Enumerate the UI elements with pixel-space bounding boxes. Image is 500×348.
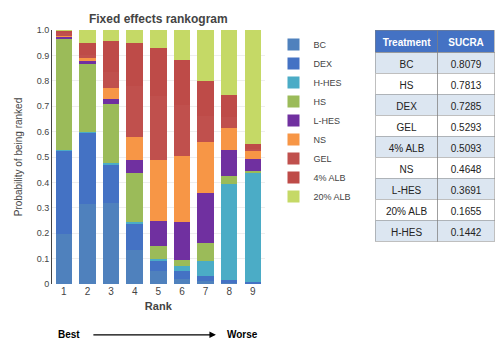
svg-text:0.1442: 0.1442 bbox=[451, 227, 482, 238]
svg-text:3: 3 bbox=[108, 286, 114, 297]
svg-text:0.8079: 0.8079 bbox=[451, 59, 482, 70]
svg-text:Probability of being ranked: Probability of being ranked bbox=[13, 98, 24, 216]
svg-text:2: 2 bbox=[85, 286, 91, 297]
svg-text:L-HES: L-HES bbox=[314, 116, 341, 126]
svg-text:4% ALB: 4% ALB bbox=[389, 143, 425, 154]
svg-text:0.1655: 0.1655 bbox=[451, 206, 482, 217]
svg-text:BC: BC bbox=[314, 40, 327, 50]
svg-text:7: 7 bbox=[203, 286, 209, 297]
svg-text:5: 5 bbox=[156, 286, 162, 297]
svg-text:0: 0 bbox=[44, 279, 49, 289]
svg-text:BC: BC bbox=[400, 59, 414, 70]
svg-text:0.7: 0.7 bbox=[37, 101, 50, 111]
svg-text:4% ALB: 4% ALB bbox=[314, 173, 346, 183]
svg-text:9: 9 bbox=[250, 286, 256, 297]
svg-text:0.3: 0.3 bbox=[37, 203, 50, 213]
svg-text:SUCRA: SUCRA bbox=[448, 37, 484, 48]
svg-text:8: 8 bbox=[226, 286, 232, 297]
svg-text:Treatment: Treatment bbox=[383, 37, 431, 48]
svg-text:0.2: 0.2 bbox=[37, 228, 50, 238]
svg-text:0.9: 0.9 bbox=[37, 51, 50, 61]
svg-text:0.4: 0.4 bbox=[37, 178, 50, 188]
svg-text:0.1: 0.1 bbox=[37, 254, 50, 264]
svg-text:H-HES: H-HES bbox=[391, 227, 422, 238]
svg-text:6: 6 bbox=[179, 286, 185, 297]
svg-text:0.3691: 0.3691 bbox=[451, 185, 482, 196]
svg-text:0.5093: 0.5093 bbox=[451, 143, 482, 154]
svg-text:0.4648: 0.4648 bbox=[451, 164, 482, 175]
svg-text:GEL: GEL bbox=[314, 154, 332, 164]
svg-text:Rank: Rank bbox=[145, 300, 173, 312]
svg-text:0.7813: 0.7813 bbox=[451, 80, 482, 91]
svg-text:1: 1 bbox=[61, 286, 67, 297]
svg-text:Fixed effects rankogram: Fixed effects rankogram bbox=[89, 12, 228, 26]
svg-text:4: 4 bbox=[132, 286, 138, 297]
svg-text:20% ALB: 20% ALB bbox=[386, 206, 427, 217]
svg-text:L-HES: L-HES bbox=[392, 185, 422, 196]
svg-text:0.8: 0.8 bbox=[37, 76, 50, 86]
svg-text:NS: NS bbox=[314, 135, 327, 145]
svg-text:DEX: DEX bbox=[314, 59, 333, 69]
svg-text:1.0: 1.0 bbox=[37, 25, 50, 35]
svg-text:Worse: Worse bbox=[227, 329, 258, 340]
svg-text:0.7285: 0.7285 bbox=[451, 101, 482, 112]
svg-text:20% ALB: 20% ALB bbox=[314, 192, 351, 202]
svg-text:H-HES: H-HES bbox=[314, 78, 342, 88]
svg-text:0.6: 0.6 bbox=[37, 127, 50, 137]
svg-text:0.5293: 0.5293 bbox=[451, 122, 482, 133]
svg-text:HS: HS bbox=[314, 97, 327, 107]
svg-text:HS: HS bbox=[400, 80, 414, 91]
svg-text:DEX: DEX bbox=[396, 101, 417, 112]
svg-text:GEL: GEL bbox=[397, 122, 417, 133]
svg-text:Best: Best bbox=[58, 329, 80, 340]
svg-text:NS: NS bbox=[400, 164, 414, 175]
svg-text:0.5: 0.5 bbox=[37, 152, 50, 162]
